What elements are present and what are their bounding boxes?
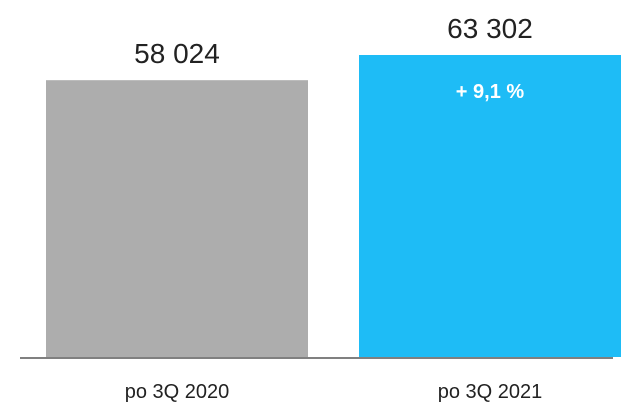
value-label-po-3q-2021: 63 302 — [447, 13, 533, 44]
bars-group — [46, 55, 621, 358]
category-label-po-3q-2020: po 3Q 2020 — [125, 381, 230, 403]
value-label-po-3q-2020: 58 024 — [134, 38, 220, 69]
value-labels-group: 58 024 63 302 — [134, 13, 533, 69]
category-labels-group: po 3Q 2020 po 3Q 2021 — [125, 381, 543, 403]
bar-po-3q-2020 — [46, 80, 308, 358]
bar-po-3q-2021 — [359, 55, 621, 357]
category-label-po-3q-2021: po 3Q 2021 — [438, 381, 543, 403]
change-percent-label: + 9,1 % — [456, 81, 525, 103]
